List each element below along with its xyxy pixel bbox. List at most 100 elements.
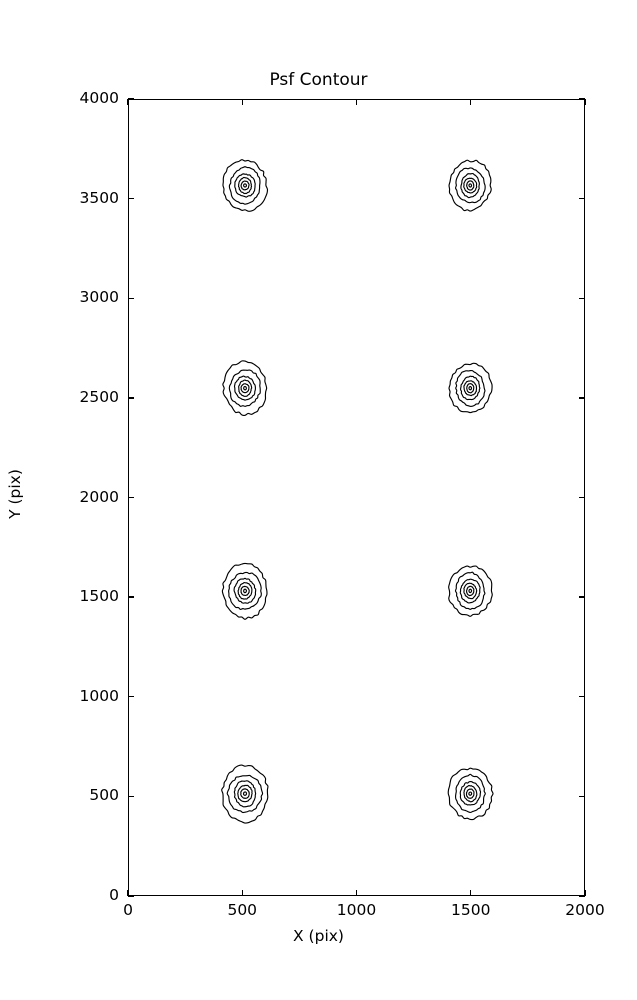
- x-tick: [355, 99, 358, 105]
- contour-ring: [454, 773, 486, 814]
- contour-ring: [454, 571, 486, 610]
- contour-ring: [465, 788, 475, 799]
- x-tick: [355, 890, 358, 896]
- x-axis-title: X (pix): [293, 927, 344, 945]
- y-tick: [579, 397, 585, 399]
- y-tick-label: 4000: [79, 89, 119, 107]
- y-tick-label: 3500: [79, 188, 119, 207]
- contour-ring: [240, 585, 250, 596]
- contour-peak-marker: [468, 588, 473, 594]
- y-tick-label: 2500: [79, 387, 119, 406]
- contour-ring: [233, 375, 256, 401]
- x-tick: [127, 890, 129, 896]
- y-tick: [579, 596, 585, 598]
- contour-canvas: [221, 159, 494, 824]
- y-tick-label: 1000: [79, 686, 119, 705]
- contour-ring: [222, 360, 268, 417]
- contour-ring: [222, 159, 269, 212]
- contour-ring: [221, 764, 269, 824]
- psf-contour-group: [448, 362, 493, 414]
- y-tick: [579, 496, 585, 499]
- contour-ring: [466, 382, 475, 394]
- contour-ring: [459, 780, 482, 806]
- contour-ring: [237, 176, 253, 195]
- y-tick-label: 0: [109, 886, 119, 904]
- y-tick: [579, 297, 585, 299]
- x-tick-label: 2000: [565, 901, 605, 919]
- contour-ring: [447, 767, 494, 821]
- contour-peak-marker: [242, 791, 248, 796]
- chart-title: Psf Contour: [269, 70, 368, 90]
- y-tick: [579, 895, 585, 897]
- contour-ring: [448, 159, 492, 212]
- y-tick: [579, 98, 585, 100]
- contour-ring: [228, 571, 262, 610]
- y-tick: [579, 696, 585, 698]
- x-tick: [470, 99, 472, 105]
- psf-contour-group: [222, 360, 268, 417]
- plot-axes-frame: [128, 99, 585, 896]
- x-tick-label: 500: [227, 901, 258, 919]
- x-tick: [127, 99, 129, 105]
- psf-contour-group: [221, 562, 268, 620]
- contour-ring: [463, 582, 478, 600]
- contour-ring: [226, 774, 264, 814]
- contour-ring: [238, 379, 253, 397]
- contour-ring: [233, 780, 257, 808]
- contour-peak-marker: [468, 791, 473, 796]
- contour-peak-marker: [468, 385, 473, 391]
- psf-contour-group: [222, 159, 269, 212]
- contour-peak-marker: [468, 183, 473, 188]
- contour-ring: [240, 788, 250, 800]
- contour-ring: [463, 380, 478, 397]
- y-tick-label: 2000: [79, 487, 119, 506]
- psf-contour-group: [448, 565, 493, 617]
- contour-ring: [455, 369, 486, 407]
- contour-ring: [221, 562, 268, 620]
- x-tick: [470, 890, 472, 896]
- y-tick-label: 500: [89, 786, 119, 805]
- x-tick: [241, 890, 243, 896]
- contour-peak-marker: [243, 588, 247, 594]
- contour-ring: [237, 784, 253, 803]
- y-tick-label: 1500: [79, 587, 119, 606]
- x-tick: [584, 99, 586, 105]
- contour-peak-marker: [243, 385, 247, 391]
- contour-peak-marker: [243, 183, 248, 188]
- y-tick: [128, 496, 134, 499]
- y-tick: [579, 795, 585, 798]
- contour-ring: [460, 172, 480, 199]
- contour-ring: [240, 383, 250, 394]
- contour-ring: [234, 173, 256, 198]
- contour-ring: [454, 167, 486, 204]
- y-tick-label: 3000: [79, 288, 119, 307]
- x-tick: [584, 890, 586, 896]
- y-axis-title: Y (pix): [6, 469, 24, 519]
- contour-ring: [448, 565, 493, 617]
- contour-ring: [466, 180, 475, 191]
- y-tick: [128, 895, 134, 897]
- contour-ring: [463, 784, 478, 803]
- contour-ring: [233, 577, 257, 604]
- y-tick: [128, 596, 134, 598]
- psf-contour-group: [221, 764, 269, 824]
- x-tick: [241, 99, 243, 105]
- y-tick: [128, 397, 134, 399]
- contour-ring: [228, 166, 261, 205]
- y-tick: [579, 197, 585, 200]
- y-tick: [128, 98, 134, 100]
- y-tick: [128, 795, 134, 798]
- y-tick: [128, 197, 134, 200]
- contour-ring: [459, 578, 481, 604]
- contour-ring: [228, 369, 261, 407]
- contour-ring: [463, 177, 478, 194]
- contour-ring: [460, 375, 481, 401]
- psf-contour-group: [448, 159, 492, 212]
- contour-ring: [240, 180, 250, 191]
- psf-contour-group: [447, 767, 494, 821]
- contour-ring: [237, 582, 253, 600]
- contour-ring: [448, 362, 493, 414]
- x-tick-label: 0: [123, 901, 133, 919]
- y-tick: [128, 696, 134, 698]
